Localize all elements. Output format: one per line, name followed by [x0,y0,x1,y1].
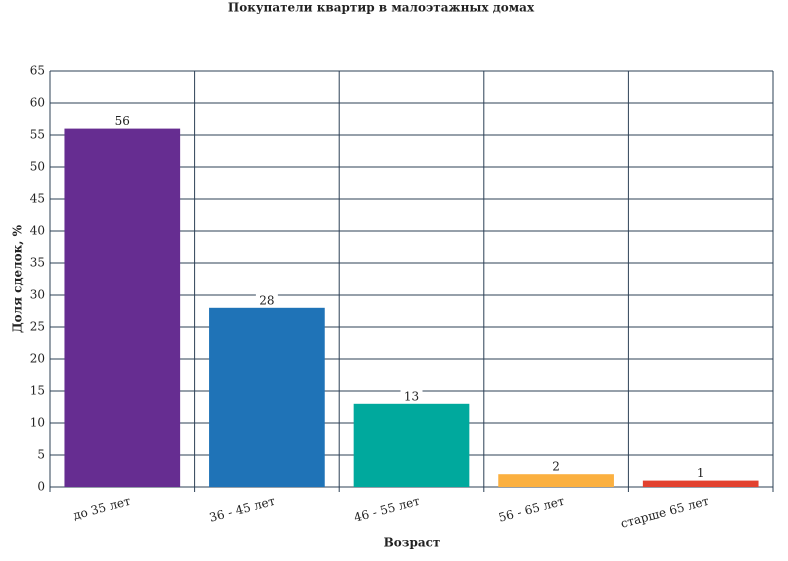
value-label-bg [111,114,134,128]
bar [64,128,181,487]
x-tick-label: до 35 лет [71,494,132,523]
value-label: 56 [115,114,130,128]
bar [498,474,614,487]
chart-title: Покупатели квартир в малоэтажных домах [228,1,535,15]
y-tick-label: 25 [30,320,45,334]
y-tick-label: 10 [30,416,45,430]
value-label-bg [689,466,712,480]
bar [642,480,759,487]
x-tick-label: 36 - 45 лет [208,494,277,525]
y-tick-label: 45 [30,192,45,206]
y-tick-label: 5 [37,448,45,462]
y-tick-label: 15 [30,384,45,398]
y-tick-label: 35 [30,256,45,270]
x-tick-label: 56 - 65 лет [497,494,566,525]
x-axis-title: Возраст [384,536,441,550]
value-label-bg [545,460,568,474]
y-tick-label: 55 [30,128,45,142]
y-axis-title: Доля сделок, % [11,224,25,333]
y-tick-label: 0 [37,480,45,494]
y-tick-label: 50 [30,160,45,174]
y-tick-label: 20 [30,352,45,366]
bar [353,403,470,487]
x-tick-label: старше 65 лет [619,494,711,531]
y-tick-label: 65 [30,64,45,78]
value-label-bg [255,293,278,307]
value-label: 28 [259,293,274,307]
bar [209,307,325,487]
value-label: 2 [552,460,560,474]
value-label-bg [400,389,423,403]
value-label: 13 [404,389,419,403]
y-tick-label: 60 [30,96,45,110]
y-tick-label: 30 [30,288,45,302]
value-label: 1 [697,466,705,480]
y-tick-label: 40 [30,224,45,238]
x-tick-label: 46 - 55 лет [352,494,421,525]
